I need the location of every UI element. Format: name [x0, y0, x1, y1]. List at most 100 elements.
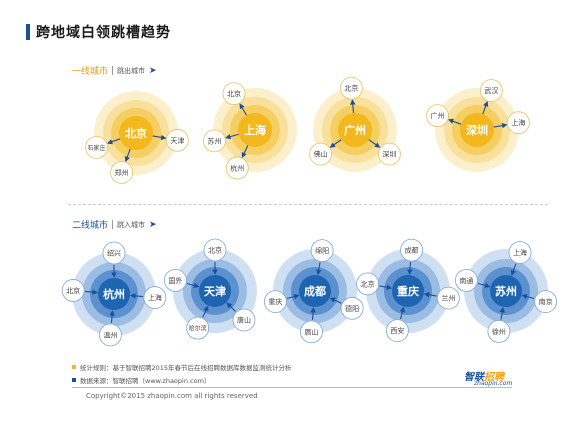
center-city-label: 杭州	[103, 287, 125, 301]
tier2-sub-label: 跳入城市	[117, 220, 146, 229]
satellite-label: 佛山	[314, 150, 328, 159]
satellite-node	[487, 319, 511, 343]
satellite-node	[263, 290, 287, 314]
flow-arrow	[85, 289, 98, 295]
center-city-label: 北京	[125, 126, 147, 140]
satellite-label: 苏州	[207, 136, 221, 145]
satellite-label: 深圳	[382, 150, 396, 159]
satellite-label: 唐山	[237, 315, 251, 324]
tier1-section-label: 一线城市 跳出城市 ➤	[72, 64, 157, 78]
cluster-ring	[98, 278, 130, 310]
satellite-label: 北京	[66, 286, 80, 295]
cluster-ring	[299, 275, 331, 307]
zhaopin-logo: 智联招聘	[464, 368, 504, 383]
logo-part2: 招聘	[484, 372, 504, 383]
satellite-label: 武汉	[484, 86, 498, 95]
tier2-section-label: 二线城市 跳入城市 ➤	[72, 218, 157, 232]
flow-arrow	[106, 138, 121, 145]
satellite-label: 天津	[170, 137, 184, 145]
satellite-label: 绵阳	[315, 246, 329, 255]
tier2-label: 二线城市	[72, 221, 109, 231]
satellite-node	[203, 238, 227, 262]
satellite-node	[436, 286, 460, 310]
flow-arrow	[510, 263, 517, 276]
center-city-label: 天津	[204, 284, 226, 298]
flow-arrow	[482, 100, 489, 115]
flow-arrow	[407, 262, 413, 275]
satellite-label: 北京	[344, 84, 358, 93]
cluster-ring	[199, 275, 231, 307]
satellite-label: 石家庄	[88, 144, 106, 152]
flow-arrow	[423, 292, 437, 298]
flow-arrow	[316, 262, 322, 276]
satellite-node	[300, 320, 323, 344]
cluster-ring	[119, 116, 153, 150]
satellite-node	[232, 308, 256, 332]
legend-blue-square	[72, 378, 76, 382]
flow-arrow	[447, 118, 462, 125]
logo-domain: zhaopin.com	[474, 380, 513, 387]
flow-arrow	[499, 306, 505, 320]
satellite-node	[534, 290, 558, 314]
center-city-label: 广州	[344, 123, 366, 137]
flow-arrow	[521, 293, 535, 300]
satellite-node	[310, 239, 334, 263]
satellite-node	[378, 142, 401, 166]
satellite-label: 绍兴	[107, 249, 121, 258]
satellite-label: 北京	[208, 246, 222, 255]
satellite-label: 重庆	[268, 297, 282, 306]
satellite-label: 郑州	[115, 169, 129, 177]
tier2-separator	[112, 220, 114, 229]
satellite-label: 成都	[405, 246, 419, 255]
satellite-label: 温州	[103, 330, 117, 339]
cluster-ring	[338, 113, 372, 147]
satellite-label: 徐州	[492, 327, 506, 336]
cluster-ring	[238, 113, 272, 147]
cluster-ring	[460, 113, 494, 147]
center-city-label: 重庆	[397, 284, 419, 298]
center-city-label: 苏州	[495, 284, 517, 298]
flow-arrow	[368, 139, 381, 148]
flow-arrow	[399, 306, 406, 320]
satellite-node	[454, 268, 478, 292]
logo-part1: 智联	[464, 372, 484, 383]
copyright-text: Copyright©2015 zhaopin.com all rights re…	[86, 392, 258, 400]
center-city-label: 成都	[304, 284, 326, 298]
satellite-label: 北京	[227, 89, 241, 98]
flow-arrow	[493, 122, 508, 129]
satellite-label: 上海	[148, 293, 162, 302]
flow-arrow	[186, 282, 200, 289]
satellite-node	[225, 156, 249, 180]
flow-arrow	[241, 145, 249, 159]
flow-arrow	[310, 307, 316, 320]
satellite-node	[110, 161, 134, 184]
flow-arrow	[109, 310, 115, 323]
satellite-node	[203, 129, 226, 153]
satellite-node	[186, 316, 210, 340]
legend-stat-text: 统计规则：基于智联招聘2015年春节后在线招聘数据库数据监测统计分析	[80, 364, 292, 372]
title-accent-bar	[26, 24, 30, 40]
satellite-label: 哈尔滨	[189, 325, 207, 333]
tier1-label: 一线城市	[72, 67, 109, 77]
tier1-sub-label: 跳出城市	[117, 66, 146, 75]
legend-source-text: 数据来源：智联招聘（www.zhaopin.com）	[80, 377, 211, 385]
satellite-label: 西安	[390, 326, 404, 335]
satellite-label: 上海	[513, 248, 527, 257]
flow-arrow	[202, 305, 209, 318]
flow-arrow	[226, 302, 236, 312]
flow-arrow	[477, 282, 491, 289]
satellite-node	[506, 111, 530, 135]
satellite-node	[99, 323, 122, 347]
satellite-node	[400, 238, 423, 262]
center-city-label: 深圳	[466, 123, 488, 137]
satellite-label: 眉山	[304, 327, 318, 336]
satellite-label: 杭州	[230, 164, 244, 173]
tier1-separator	[112, 66, 114, 75]
satellite-node	[426, 104, 449, 128]
legend-source: 数据来源：智联招聘（www.zhaopin.com）	[72, 375, 210, 385]
